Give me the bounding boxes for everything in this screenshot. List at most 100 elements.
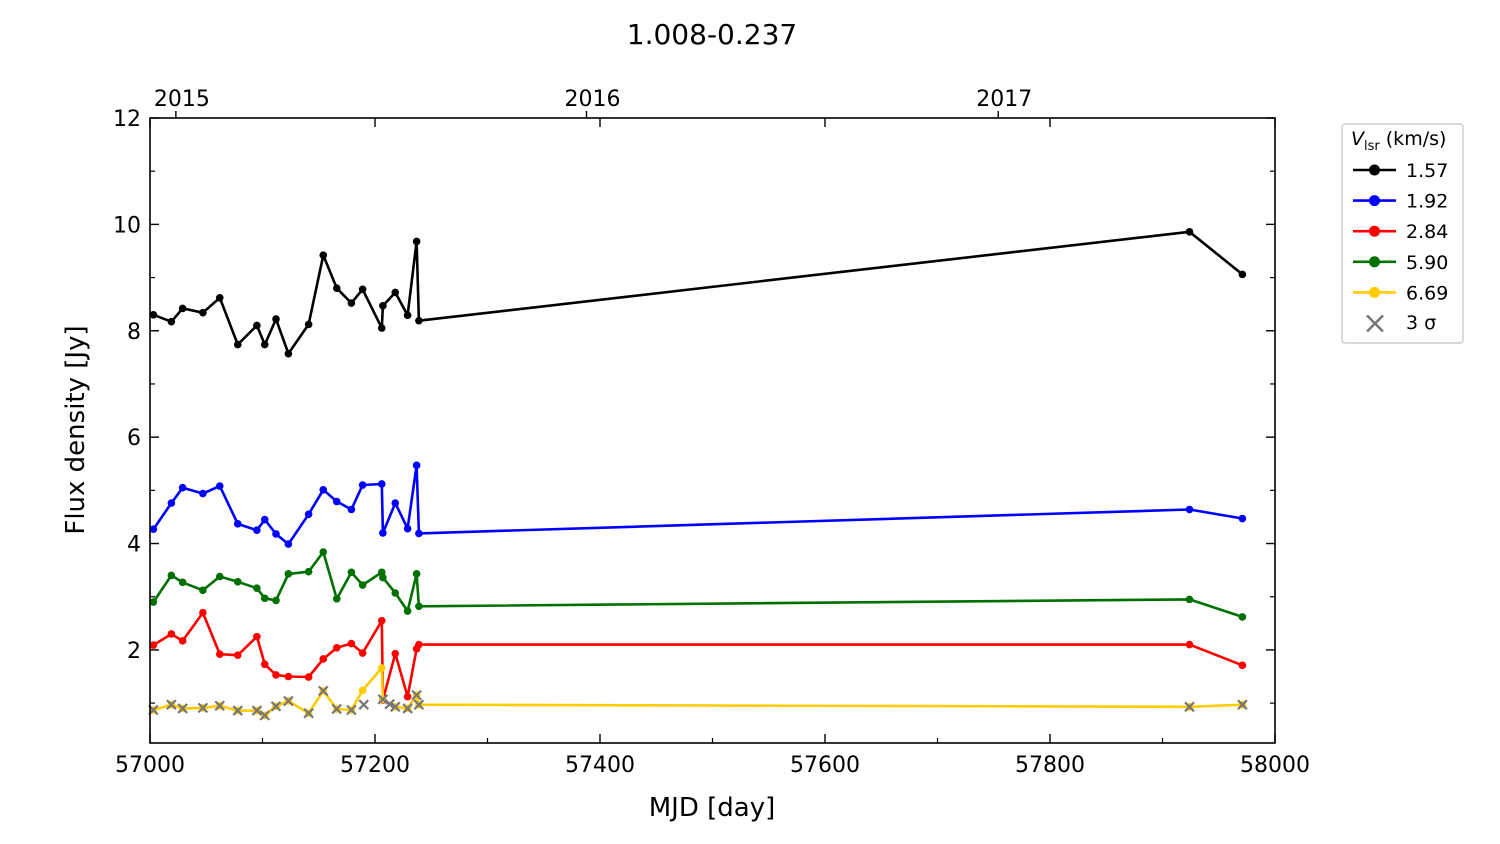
data-point bbox=[304, 320, 313, 329]
data-point bbox=[272, 315, 280, 323]
x-tick-label: 58000 bbox=[1240, 753, 1310, 778]
cross-stroke bbox=[1237, 699, 1248, 710]
cross-stroke bbox=[358, 699, 370, 710]
top-tick-label: 2015 bbox=[154, 87, 210, 112]
data-point bbox=[284, 349, 293, 358]
data-point bbox=[233, 520, 242, 528]
data-point bbox=[215, 572, 224, 581]
data-point bbox=[403, 311, 412, 320]
data-point bbox=[215, 650, 224, 658]
data-point bbox=[149, 311, 158, 319]
data-point bbox=[415, 316, 423, 325]
sigma-marker bbox=[389, 701, 401, 713]
data-point bbox=[167, 571, 176, 580]
data-point bbox=[272, 596, 280, 605]
sigma-marker bbox=[232, 705, 244, 716]
y-axis-ticks: 2 4 6 8 10 12 bbox=[113, 107, 1275, 704]
data-point bbox=[415, 529, 423, 538]
data-point bbox=[304, 673, 313, 681]
data-point bbox=[1185, 595, 1194, 604]
y-tick-label: 6 bbox=[127, 426, 141, 451]
top-tick-label: 2017 bbox=[976, 87, 1032, 112]
data-point bbox=[412, 237, 421, 246]
legend-title-symbol: V bbox=[1351, 128, 1366, 150]
legend-label: 6.69 bbox=[1406, 282, 1448, 304]
legend-label: 5.90 bbox=[1406, 252, 1448, 274]
y-tick-label: 12 bbox=[113, 107, 141, 132]
data-point bbox=[178, 483, 187, 492]
data-point bbox=[284, 540, 293, 548]
legend-entry-1.57: 1.57 bbox=[1353, 160, 1448, 182]
data-point bbox=[332, 497, 341, 506]
cross-stroke bbox=[346, 704, 357, 716]
data-point bbox=[260, 515, 269, 524]
cross-stroke bbox=[411, 689, 422, 701]
plot-markers bbox=[148, 228, 1248, 721]
data-point bbox=[233, 340, 242, 349]
data-point bbox=[358, 481, 367, 489]
legend-label: 2.84 bbox=[1406, 221, 1448, 243]
data-point bbox=[1238, 514, 1247, 523]
data-point bbox=[347, 568, 356, 577]
sigma-marker bbox=[177, 703, 188, 714]
legend-title-unit: (km/s) bbox=[1380, 128, 1447, 150]
legend-entry-1.92: 1.92 bbox=[1353, 191, 1448, 213]
cross-stroke bbox=[259, 710, 271, 721]
x-axis-label: MJD [day] bbox=[649, 793, 776, 823]
sigma-marker bbox=[384, 698, 395, 710]
data-point bbox=[199, 608, 207, 617]
data-point bbox=[347, 639, 356, 648]
data-point bbox=[391, 288, 400, 297]
data-point bbox=[332, 595, 341, 603]
legend-sigma-marker bbox=[1366, 314, 1384, 333]
cross-stroke bbox=[402, 703, 413, 714]
data-point bbox=[377, 324, 386, 332]
data-point bbox=[1185, 640, 1194, 649]
data-point bbox=[415, 602, 423, 611]
y-tick-label: 4 bbox=[127, 533, 141, 558]
cross-stroke bbox=[1184, 701, 1195, 713]
sigma-marker bbox=[377, 694, 389, 705]
series-line-5.90 bbox=[152, 550, 1243, 619]
plot-frame bbox=[149, 117, 1276, 744]
data-point bbox=[319, 251, 328, 260]
legend-marker bbox=[1369, 195, 1380, 207]
data-point bbox=[272, 530, 280, 538]
x-tick-label: 57400 bbox=[565, 753, 635, 778]
data-point bbox=[304, 567, 313, 576]
data-point bbox=[149, 641, 158, 649]
x-axis-ticks: 57000 57200 57400 57600 57800 58000 bbox=[115, 118, 1310, 778]
sigma-marker bbox=[346, 704, 357, 716]
x-tick-label: 57800 bbox=[1015, 753, 1085, 778]
legend-entry-2.84: 2.84 bbox=[1353, 221, 1448, 243]
data-point bbox=[233, 578, 242, 586]
legend-sigma-entry: 3 σ bbox=[1366, 312, 1436, 334]
data-point bbox=[391, 589, 400, 597]
sigma-marker bbox=[1184, 701, 1195, 713]
y-tick-label: 8 bbox=[127, 320, 141, 345]
legend-entries: 1.57 1.92 2.84 5.90 6.69 bbox=[1353, 160, 1448, 304]
sigma-marker bbox=[317, 685, 329, 697]
data-point bbox=[149, 525, 158, 533]
sigma-marker bbox=[331, 703, 343, 715]
cross-stroke bbox=[1366, 314, 1384, 333]
sigma-marker bbox=[270, 701, 282, 712]
data-point bbox=[253, 321, 261, 330]
data-point bbox=[377, 664, 386, 672]
data-point bbox=[260, 594, 269, 603]
data-point bbox=[272, 671, 280, 679]
data-point bbox=[391, 499, 400, 507]
series-line-1.57 bbox=[152, 230, 1244, 355]
data-point bbox=[199, 308, 207, 317]
data-point bbox=[304, 510, 313, 519]
data-point bbox=[377, 480, 386, 488]
sigma-marker bbox=[358, 699, 370, 710]
data-point bbox=[260, 660, 269, 669]
data-point bbox=[358, 686, 367, 695]
sigma-marker bbox=[1237, 699, 1248, 710]
data-point bbox=[332, 284, 341, 293]
data-point bbox=[358, 649, 367, 657]
data-point bbox=[332, 643, 341, 652]
data-point bbox=[1185, 505, 1194, 514]
